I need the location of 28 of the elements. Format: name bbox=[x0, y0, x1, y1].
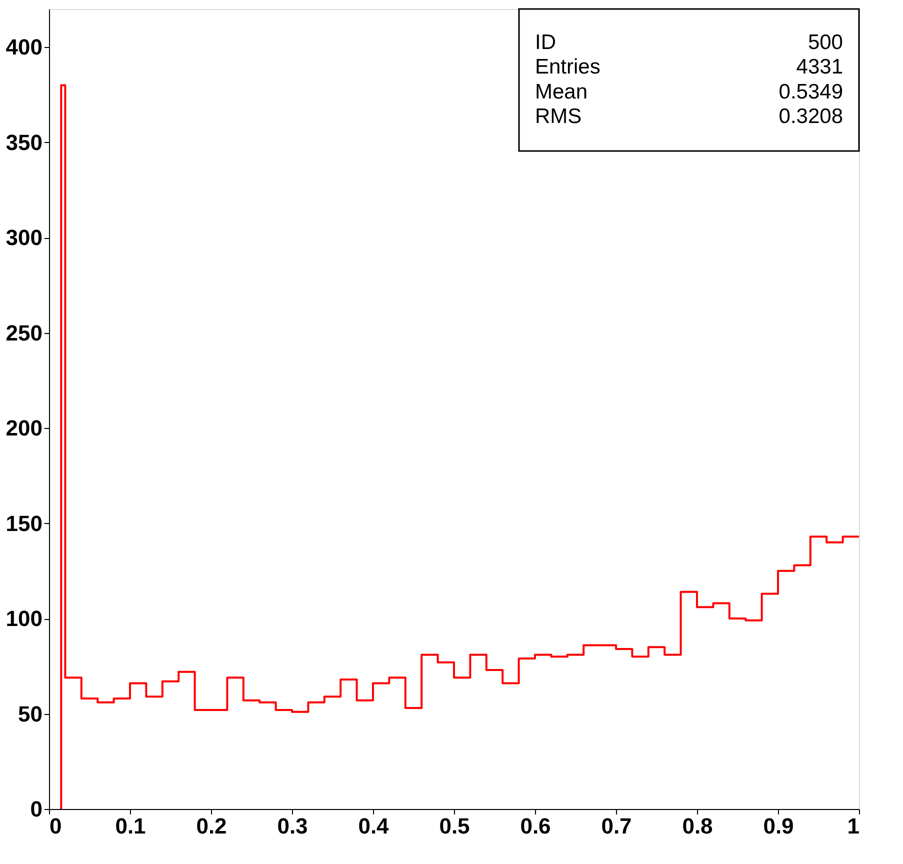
x-tick-label: 0 bbox=[50, 814, 62, 838]
annotation: 500 bbox=[808, 30, 843, 54]
y-tick-label: 0 bbox=[30, 796, 42, 822]
y-tick-label: 50 bbox=[18, 701, 42, 726]
annotation: ID bbox=[535, 30, 556, 54]
y-tick-label: 350 bbox=[6, 130, 42, 155]
annotation: 0.3208 bbox=[778, 105, 843, 128]
x-tick-label: 0.4 bbox=[358, 814, 390, 838]
y-tick-label: 400 bbox=[6, 34, 42, 60]
y-tick-label: 300 bbox=[6, 225, 42, 250]
x-tick-label: 1 bbox=[847, 814, 860, 838]
x-tick-label: 0.9 bbox=[763, 814, 794, 838]
x-tick-label: 0.5 bbox=[439, 814, 470, 838]
x-tick-label: 0.2 bbox=[196, 814, 227, 838]
x-tick-label: 0.3 bbox=[277, 814, 308, 838]
annotation: RMS bbox=[535, 105, 582, 128]
y-tick-label: 250 bbox=[6, 320, 42, 346]
annotation: 0.5349 bbox=[778, 80, 843, 104]
x-tick-label: 0.8 bbox=[682, 814, 713, 838]
x-tick-label: 0.7 bbox=[601, 814, 632, 838]
x-tick-label: 0.6 bbox=[520, 814, 551, 838]
y-tick-label: 100 bbox=[6, 606, 42, 632]
x-tick-label: 0.1 bbox=[115, 814, 146, 838]
annotation: 4331 bbox=[796, 56, 843, 79]
y-tick-label: 150 bbox=[6, 510, 42, 536]
annotation: Entries bbox=[535, 56, 600, 79]
y-tick-label: 200 bbox=[6, 416, 42, 441]
annotation: Mean bbox=[535, 80, 588, 104]
